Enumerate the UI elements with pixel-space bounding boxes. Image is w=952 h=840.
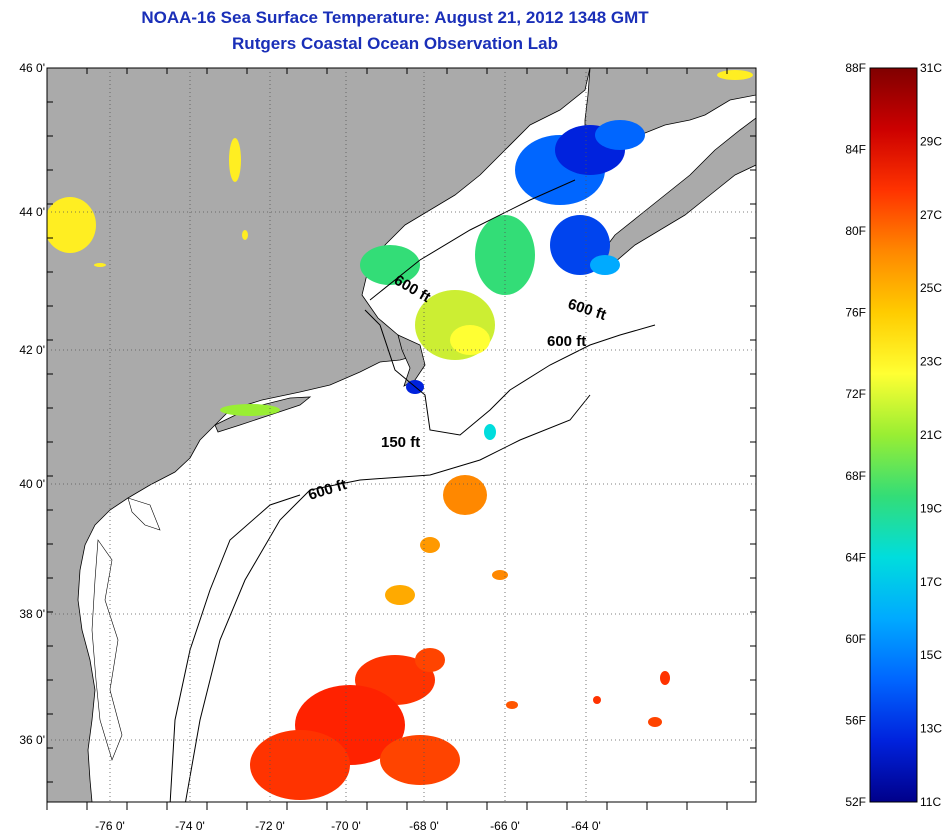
colorbar-label-f: 84F [845,143,866,157]
colorbar-label-f: 52F [845,795,866,809]
lon-tick-label: -74 0' [175,819,205,833]
lat-tick-label: 36 0' [19,733,45,747]
lat-tick-label: 44 0' [19,205,45,219]
lat-tick-label: 46 0' [19,61,45,75]
lon-tick-label: -76 0' [95,819,125,833]
colorbar-label-c: 27C [920,208,942,222]
lon-tick-label: -68 0' [409,819,439,833]
land-nova-scotia [599,117,756,263]
colorbar-label-c: 25C [920,281,942,295]
colorbar-label-f: 80F [845,224,866,238]
lon-tick-label: -72 0' [255,819,285,833]
lat-tick-label: 38 0' [19,607,45,621]
lon-tick-label: -70 0' [331,819,361,833]
colorbar [869,67,918,803]
map-subtitle: Rutgers Coastal Ocean Observation Lab [232,34,558,53]
colorbar-label-c: 21C [920,428,942,442]
map-title: NOAA-16 Sea Surface Temperature: August … [141,8,649,27]
colorbar-label-f: 64F [845,550,866,564]
delaware-bay [127,497,161,531]
colorbar-label-f: 88F [845,61,866,75]
colorbar-label-c: 29C [920,134,942,148]
colorbar-label-f: 76F [845,306,866,320]
land-mainland [47,68,591,802]
sst-patches [47,70,753,800]
isobath-label: 150 ft [381,434,420,451]
colorbar-label-f: 56F [845,713,866,727]
lat-tick-label: 40 0' [19,477,45,491]
colorbar-label-c: 11C [920,795,941,809]
lon-tick-label: -66 0' [490,819,520,833]
isobath-label: 600 ft [547,333,586,350]
chesapeake-bay [91,539,123,761]
colorbar-label-c: 17C [920,575,942,589]
lon-tick-label: -64 0' [571,819,601,833]
colorbar-label-c: 15C [920,648,942,662]
lat-tick-label: 42 0' [19,343,45,357]
colorbar-label-f: 60F [845,632,866,646]
axis-ticks: 46 0' 44 0' 42 0' 40 0' 38 0' 36 0' -76 0' -74 … [19,61,756,833]
colorbar-label-f: 72F [845,387,866,401]
colorbar-labels: 88F 84F 80F 76F 72F 68F 64F 60F 56F 52F 31C 29C 27C 2… [845,61,942,809]
colorbar-label-c: 19C [920,501,942,515]
colorbar-label-c: 23C [920,355,942,369]
colorbar-label-c: 31C [920,61,942,75]
colorbar-label-f: 68F [845,469,866,483]
colorbar-label-c: 13C [920,722,942,736]
map-frame [46,67,757,803]
